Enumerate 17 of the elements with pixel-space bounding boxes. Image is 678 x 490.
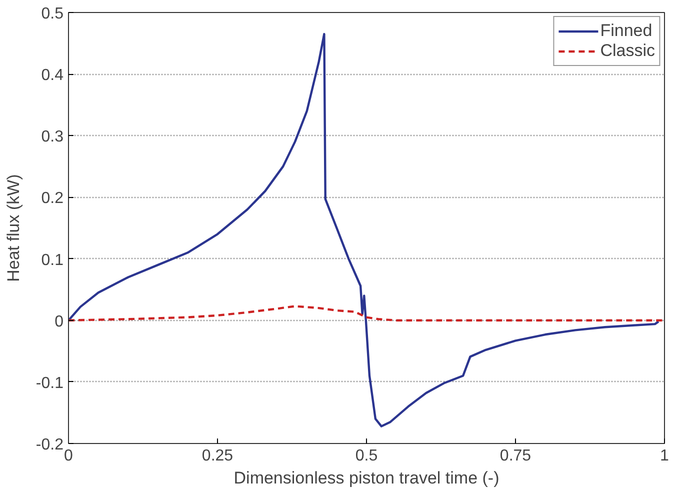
legend-label: Classic (600, 41, 655, 61)
y-tick-label: 0.3 (41, 128, 64, 146)
y-tick-label: -0.1 (36, 374, 64, 392)
y-tick-label: -0.2 (36, 436, 64, 454)
x-tick-label: 0.5 (355, 448, 378, 464)
x-tick-label: 0.75 (500, 448, 532, 464)
legend-label: Finned (600, 21, 652, 41)
y-tick-label: 0.5 (41, 6, 64, 22)
y-axis-title: Heat flux (kW) (4, 174, 23, 282)
y-tick-label: 0.2 (41, 190, 64, 208)
y-tick-label: 0.4 (41, 67, 64, 84)
y-tick-label: 0 (54, 313, 64, 330)
x-axis-title: Dimensionless piston travel time (-) (234, 468, 500, 488)
x-tick-label: 0.25 (202, 448, 234, 464)
x-tick-label: 1 (660, 448, 670, 464)
y-tick-label: 0.1 (41, 252, 64, 269)
line-series (68, 305, 664, 322)
